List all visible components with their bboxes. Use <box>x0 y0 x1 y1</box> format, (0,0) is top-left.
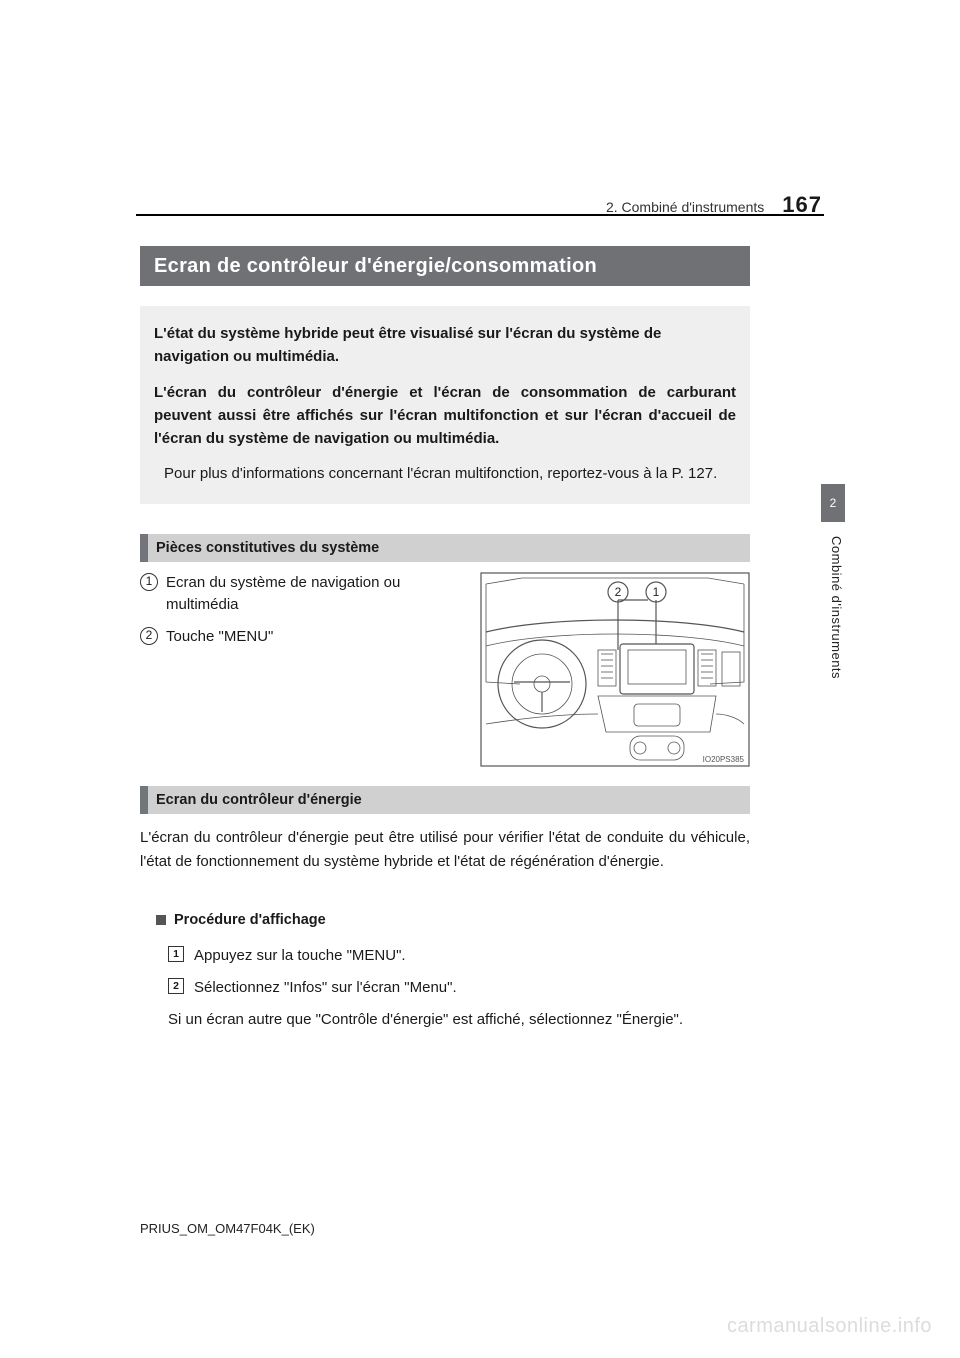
chapter-side-tab-number: 2 <box>830 496 837 510</box>
manual-page: 2. Combiné d'instruments 167 Ecran de co… <box>0 0 960 1358</box>
intro-paragraph-1: L'état du système hybride peut être visu… <box>154 322 736 369</box>
footer-doc-id: PRIUS_OM_OM47F04K_(EK) <box>140 1221 315 1236</box>
component-item-2-text: Touche "MENU" <box>166 626 470 648</box>
step-badge-1-icon: 1 <box>168 946 184 962</box>
step-badge-2-icon: 2 <box>168 978 184 994</box>
section-heading-energy-screen-label: Ecran du contrôleur d'énergie <box>156 792 362 808</box>
header-section-label: 2. Combiné d'instruments <box>606 199 764 215</box>
footer-watermark: carmanualsonline.info <box>727 1315 932 1338</box>
dashboard-diagram: 1 2 IO20PS385 <box>480 572 750 767</box>
circled-number-2-icon: 2 <box>140 627 158 645</box>
page-title-bar: Ecran de contrôleur d'énergie/consommati… <box>140 246 750 286</box>
procedure-sub-heading: Procédure d'affichage <box>156 912 326 928</box>
section-heading-components-label: Pièces constitutives du système <box>156 540 379 556</box>
intro-paragraph-3: Pour plus d'informations concernant l'éc… <box>154 462 736 485</box>
chapter-side-tab: 2 <box>821 484 845 522</box>
procedure-sub-heading-label: Procédure d'affichage <box>174 912 326 928</box>
component-item-2: 2 Touche "MENU" <box>140 626 470 648</box>
header-rule <box>136 214 824 216</box>
energy-screen-lead: L'écran du contrôleur d'énergie peut êtr… <box>140 826 750 874</box>
procedure-step-1-text: Appuyez sur la touche "MENU". <box>194 944 406 967</box>
component-item-1: 1 Ecran du système de navigation ou mult… <box>140 572 470 616</box>
procedure-step-1: 1 Appuyez sur la touche "MENU". <box>168 944 750 967</box>
circled-number-1-icon: 1 <box>140 573 158 591</box>
section-heading-components: Pièces constitutives du système <box>140 534 750 562</box>
square-bullet-icon <box>156 915 166 925</box>
diagram-callout-1: 1 <box>653 585 660 599</box>
diagram-image-code: IO20PS385 <box>703 755 745 764</box>
section-heading-energy-screen: Ecran du contrôleur d'énergie <box>140 786 750 814</box>
diagram-callout-2: 2 <box>615 585 622 599</box>
components-row: 1 Ecran du système de navigation ou mult… <box>140 572 750 767</box>
procedure-step-2: 2 Sélectionnez "Infos" sur l'écran "Menu… <box>168 976 750 999</box>
procedure-note: Si un écran autre que "Contrôle d'énergi… <box>168 1008 750 1032</box>
dashboard-svg-icon: 1 2 IO20PS385 <box>480 572 750 767</box>
intro-paragraph-2: L'écran du contrôleur d'énergie et l'écr… <box>154 381 736 451</box>
intro-panel: L'état du système hybride peut être visu… <box>140 306 750 504</box>
procedure-step-2-text: Sélectionnez "Infos" sur l'écran "Menu". <box>194 976 457 999</box>
components-list: 1 Ecran du système de navigation ou mult… <box>140 572 480 767</box>
page-title: Ecran de contrôleur d'énergie/consommati… <box>154 255 597 278</box>
chapter-side-label: Combiné d'instruments <box>829 536 844 679</box>
component-item-1-text: Ecran du système de navigation ou multim… <box>166 572 470 616</box>
